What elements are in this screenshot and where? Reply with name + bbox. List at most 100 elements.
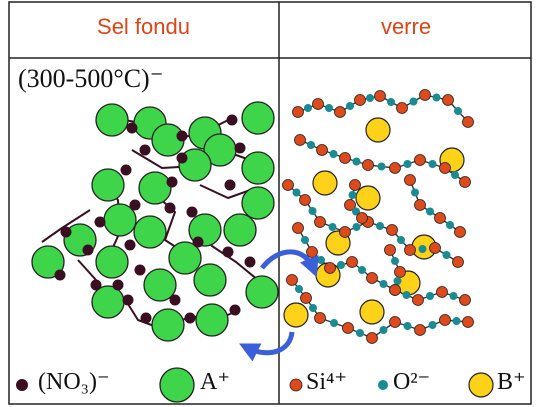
legend-silicon-label: Si⁴⁺ [306,369,348,395]
silicon-atom-1-1 [316,144,328,156]
nitrate-ion-24 [54,269,66,281]
alkali-cation-21 [151,308,185,342]
silicon-atom-2-3 [339,226,351,238]
alkali-cation-icon [159,367,195,403]
silicon-atom-4-2 [314,312,326,324]
nitrate-ion-9 [224,179,236,191]
oxygen-atom-1-2 [352,157,361,166]
oxygen-atom-2-4 [376,222,384,230]
oxygen-atom-4-7 [452,317,461,325]
silicon-atom-6-1 [344,199,356,211]
oxygen-atom-1-5 [428,160,437,168]
nitrate-ion-5 [234,142,246,154]
nitrate-ion-4 [176,152,188,164]
oxygen-atom-2-0 [292,188,301,197]
oxygen-atom-3-0 [301,236,309,244]
silicon-atom-2-0 [282,179,294,191]
silicon-atom-0-0 [292,106,304,118]
alkali-cation-0 [95,103,129,137]
oxygen-atom-4-2 [330,319,338,327]
silicon-atom-0-8 [462,116,474,128]
boron-cation-8 [359,299,385,325]
silicon-atom-0-3 [354,94,366,106]
nitrate-ion-8 [166,176,178,188]
oxygen-atom-7-1 [393,277,402,285]
silicon-atom-5-1 [414,199,426,211]
nitrate-ion-6 [120,164,132,176]
oxygen-atom-5-1 [426,207,434,216]
oxygen-atom-3-2 [337,261,345,269]
glass-network [282,89,474,344]
salt-chain-5 [41,209,91,243]
oxygen-atom-1-4 [403,160,412,168]
oxygen-atom-3-4 [379,280,388,288]
nitrate-ion-16 [222,246,234,258]
silicon-atom-5-0 [404,174,416,186]
nitrate-ion-21 [140,312,152,324]
nitrate-ion-12 [124,239,136,251]
silicon-atom-4-0 [286,274,298,286]
silicon-atom-3-3 [346,256,358,268]
silicon-atom-1-2 [339,152,351,164]
oxygen-atom-2-7 [442,251,451,259]
oxygen-atom-5-0 [411,188,419,197]
oxygen-atom-3-6 [426,292,434,300]
oxygen-atom-0-4 [387,98,395,106]
oxygen-atom-4-4 [379,326,388,334]
nitrate-ion-3 [139,144,151,156]
legend-nitrate-label: (NO₃)⁻ [38,369,110,395]
silicon-dot-icon [289,378,303,392]
alkali-cation-7 [91,168,125,202]
silicon-atom-2-1 [299,194,311,206]
oxygen-atom-4-3 [356,329,364,337]
oxygen-atom-2-1 [308,207,317,215]
alkali-cation-22 [195,303,229,337]
silicon-atom-0-7 [442,94,454,106]
nitrate-ion-0 [126,122,138,134]
salt-chain-8 [77,259,97,281]
alkali-cation-19 [245,275,279,309]
oxygen-atom-3-7 [449,292,458,300]
boron-cation-7 [283,302,309,328]
alkali-cation-20 [91,285,125,319]
exchange-arrow-top [260,249,319,278]
silicon-atom-4-5 [389,316,401,328]
oxygen-atom-1-3 [377,162,386,171]
molten-salt-network [31,101,279,342]
silicon-atom-5-3 [454,226,466,238]
oxygen-atom-1-1 [329,150,338,158]
nitrate-ion-14 [164,202,176,214]
legend-boron-label: B⁺ [497,369,526,395]
oxygen-atom-4-6 [428,321,437,329]
alkali-cation-24 [223,213,257,247]
oxygen-atom-3-1 [317,256,325,264]
nitrate-ion-11 [60,226,72,238]
silicon-atom-0-5 [396,102,408,114]
alkali-cation-17 [193,263,227,297]
oxygen-atom-4-0 [295,285,303,293]
nitrate-dot-icon [16,379,28,391]
oxygen-atom-1-6 [451,171,459,179]
alkali-cation-14 [95,245,129,279]
silicon-atom-3-6 [412,294,424,306]
nitrate-ion-23 [229,304,241,316]
silicon-atom-3-7 [436,286,448,298]
silicon-atom-4-6 [414,324,426,336]
oxygen-atom-0-6 [432,93,441,102]
oxygen-atom-2-6 [418,245,427,253]
silicon-atom-5-2 [434,212,446,224]
nitrate-ion-26 [169,294,181,306]
alkali-cation-15 [133,215,167,249]
silicon-atom-4-7 [439,314,451,326]
oxygen-atom-0-3 [366,94,374,102]
nitrate-ion-13 [82,244,94,256]
exchange-arrow-bottom [239,331,295,362]
header-left-title: Sel fondu [97,14,190,39]
alkali-cation-4 [241,151,275,185]
boron-cation-0 [365,117,391,143]
nitrate-ion-27 [112,279,124,291]
oxygen-atom-7-0 [391,257,399,265]
nitrate-ion-22 [184,312,196,324]
silicon-atom-0-6 [419,89,431,101]
